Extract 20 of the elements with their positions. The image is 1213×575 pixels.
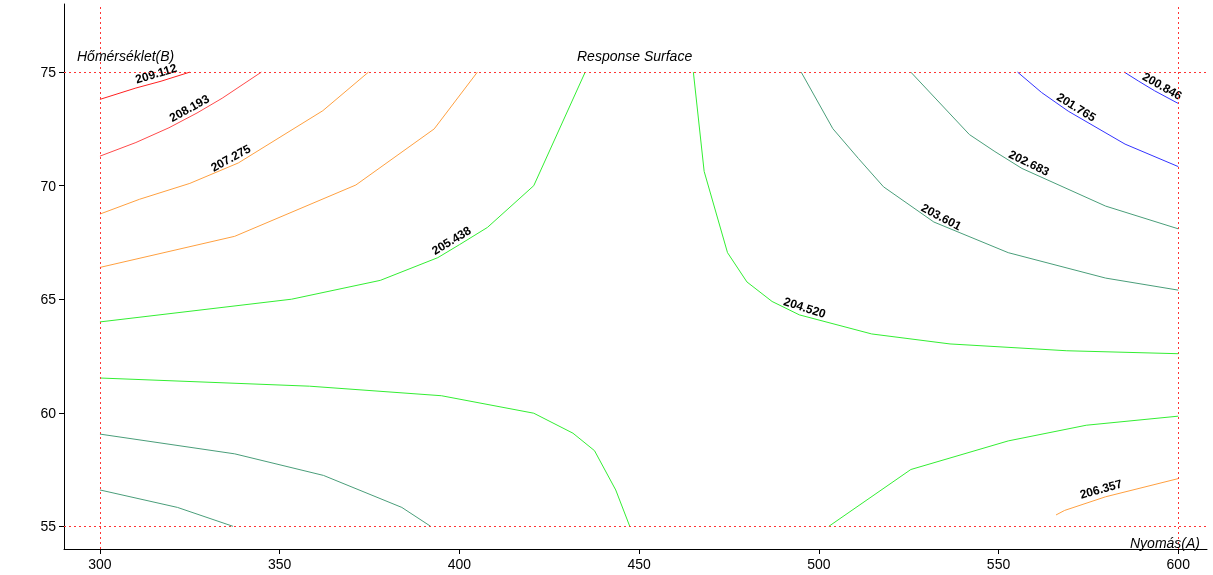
y-tick-label: 70 (40, 177, 57, 194)
y-axis-title: Hőmérséklet(B) (77, 48, 175, 64)
x-tick-label: 350 (267, 556, 292, 572)
x-tick-label: 550 (986, 556, 1011, 572)
line-series (99, 377, 631, 527)
x-tick-label: 500 (807, 556, 831, 572)
x-tick-label: 400 (447, 556, 472, 572)
y-tick-label: 60 (40, 404, 57, 421)
text: 206.357 (1078, 476, 1125, 502)
x-tick-label: 300 (88, 556, 112, 572)
line-series (828, 415, 1179, 527)
text: Response Surface (577, 48, 693, 64)
x-axis-title: Nyomás(A) (1129, 535, 1201, 551)
y-tick-label: 65 (40, 291, 57, 308)
y-tick-label: 55 (40, 518, 57, 535)
x-tick-label: 450 (627, 556, 651, 572)
y-tick-label: 75 (40, 64, 57, 81)
line-series (99, 433, 432, 527)
x-tick-label: 600 (1166, 556, 1191, 572)
line-series (1055, 478, 1179, 516)
